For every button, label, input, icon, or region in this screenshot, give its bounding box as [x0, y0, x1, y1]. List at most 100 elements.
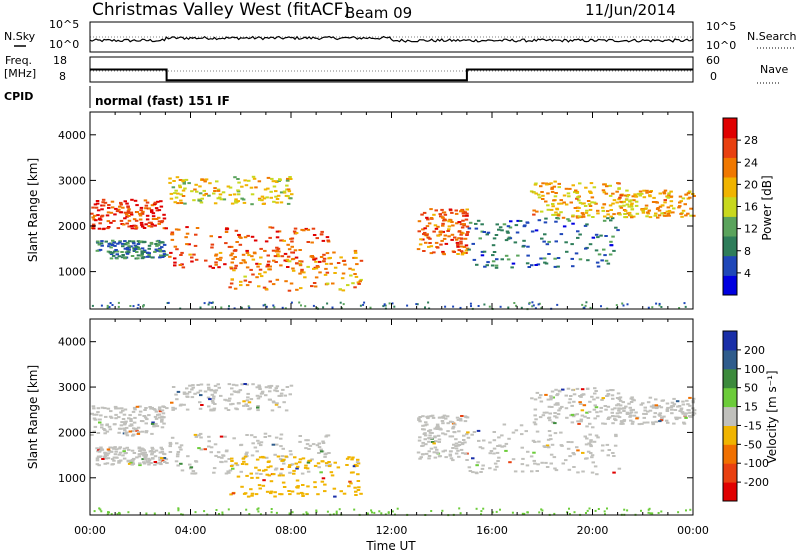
- echo-cell: [265, 196, 269, 199]
- echo-cell: [144, 204, 149, 207]
- echo-cell: [98, 421, 102, 424]
- echo-cell: [328, 463, 332, 466]
- echo-cell: [250, 454, 255, 457]
- echo-cell: [546, 204, 550, 207]
- echo-cell: [114, 413, 118, 416]
- echo-cell: [170, 238, 175, 241]
- echo-cell: [358, 280, 362, 283]
- colorbar-segment: [723, 444, 737, 464]
- echo-cell: [147, 207, 152, 210]
- echo-cell: [580, 212, 585, 215]
- echo-cell: [448, 435, 452, 438]
- echo-cell: [290, 251, 294, 254]
- echo-cell: [669, 204, 674, 207]
- echo-cell: [688, 196, 692, 199]
- echo-cell: [147, 244, 152, 247]
- echo-cell: [100, 244, 104, 247]
- echo-cell: [234, 407, 238, 410]
- echo-cell: [319, 471, 323, 474]
- echo-cell: [279, 472, 283, 475]
- echo-cell: [566, 218, 570, 221]
- echo-cell: [96, 455, 101, 458]
- echo-cell: [280, 459, 284, 462]
- echo-cell: [263, 432, 268, 435]
- echo-cell: [162, 452, 166, 455]
- date-label: 11/Jun/2014: [585, 1, 676, 19]
- echo-cell: [270, 177, 274, 180]
- echo-cell: [213, 391, 217, 394]
- echo-cell: [454, 209, 458, 212]
- echo-cell: [130, 227, 135, 230]
- echo-cell: [423, 438, 427, 441]
- echo-cell: [268, 280, 272, 283]
- echo-cell: [678, 195, 683, 198]
- echo-cell: [586, 450, 591, 453]
- echo-cell: [283, 252, 288, 255]
- echo-cell: [250, 235, 255, 238]
- echo-cell: [540, 191, 544, 193]
- echo-cell: [242, 400, 246, 403]
- echo-cell: [259, 473, 263, 475]
- echo-cell: [441, 216, 445, 219]
- echo-cell: [583, 224, 588, 227]
- echo-cell: [631, 408, 635, 411]
- echo-cell: [115, 250, 120, 253]
- echo-cell: [311, 227, 316, 230]
- echo-cell: [446, 230, 450, 232]
- echo-cell: [462, 252, 466, 255]
- echo-cell: [144, 430, 149, 433]
- echo-cell: [129, 245, 133, 248]
- echo-cell: [331, 306, 334, 309]
- echo-cell: [652, 415, 657, 418]
- echo-cell: [532, 209, 536, 212]
- echo-cell: [463, 211, 467, 214]
- echo-cell: [581, 213, 586, 216]
- echo-cell: [432, 213, 436, 216]
- echo-cell: [441, 224, 445, 227]
- echo-cell: [347, 485, 351, 488]
- echo-cell: [123, 200, 127, 203]
- echo-cell: [93, 418, 98, 421]
- echo-cell: [339, 490, 343, 493]
- echo-cell: [356, 462, 361, 465]
- echo-cell: [169, 192, 174, 195]
- echo-cell: [660, 306, 663, 308]
- echo-cell: [275, 278, 280, 281]
- echo-cell: [434, 209, 438, 212]
- colorbar-segment: [723, 216, 737, 237]
- echo-cell: [544, 217, 548, 220]
- echo-cell: [362, 303, 365, 306]
- echo-cell: [139, 240, 143, 243]
- echo-cell: [99, 242, 104, 245]
- echo-cell: [623, 216, 627, 219]
- echo-cell: [541, 182, 545, 185]
- echo-cell: [268, 226, 272, 229]
- echo-cell: [446, 422, 450, 425]
- echo-cell: [135, 211, 139, 214]
- echo-cell: [136, 243, 141, 245]
- echo-cell: [508, 237, 513, 240]
- echo-cell: [97, 227, 102, 230]
- echo-cell: [275, 443, 279, 446]
- echo-cell: [417, 417, 421, 420]
- echo-cell: [461, 442, 465, 444]
- echo-cell: [198, 407, 203, 410]
- echo-cell: [142, 251, 146, 253]
- echo-cell: [269, 196, 273, 199]
- echo-cell: [121, 254, 125, 256]
- echo-cell: [153, 455, 158, 458]
- echo-cell: [571, 452, 575, 454]
- echo-cell: [186, 395, 190, 398]
- echo-cell: [217, 386, 221, 389]
- echo-cell: [688, 411, 692, 414]
- echo-cell: [455, 416, 460, 419]
- echo-cell: [427, 245, 431, 248]
- colorbar-tick-label: 100: [744, 363, 765, 376]
- echo-cell: [309, 255, 313, 258]
- echo-cell: [629, 214, 633, 217]
- echo-cell: [633, 193, 637, 196]
- echo-cell: [276, 194, 281, 197]
- echo-cell: [631, 420, 635, 423]
- echo-cell: [150, 406, 154, 409]
- echo-cell: [235, 384, 239, 387]
